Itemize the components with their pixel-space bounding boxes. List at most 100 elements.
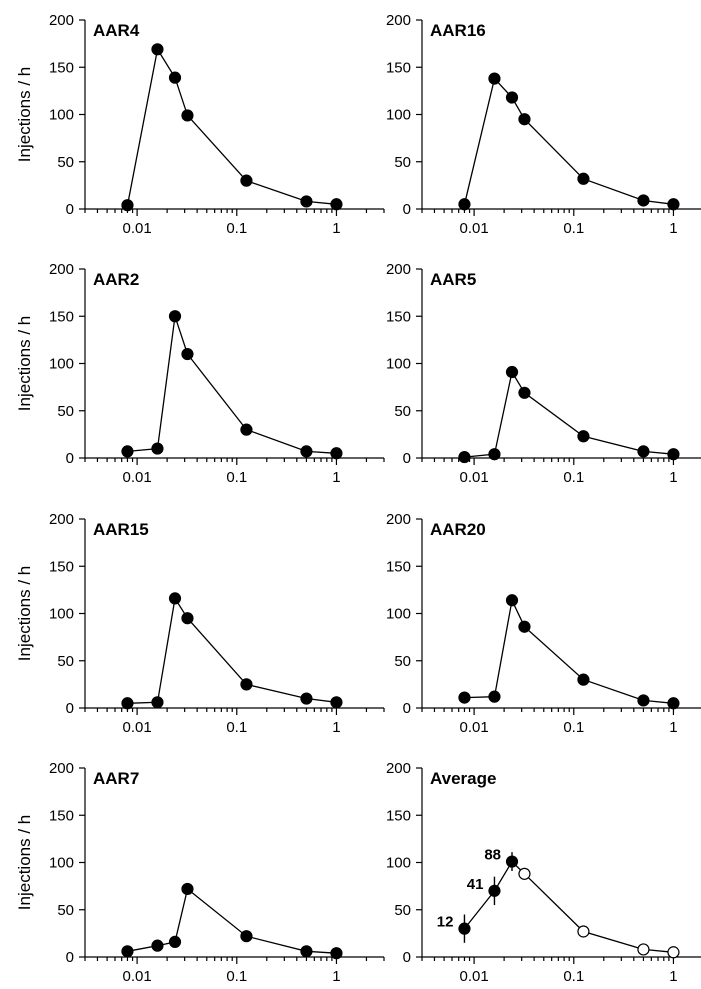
- data-point: [505, 91, 519, 104]
- x-tick-label: 0.01: [123, 968, 152, 985]
- data-point: [168, 71, 182, 84]
- series-line: [126, 47, 337, 206]
- y-axis-title: Injections / h: [15, 566, 34, 661]
- data-point-open: [577, 925, 590, 938]
- x-tick-label: 1: [332, 719, 340, 736]
- chart-panel-3: 0 50 100 150 200 0.01 0.1 1 AAR2 Injections / h: [15, 261, 385, 486]
- y-tick-label: 200: [386, 760, 411, 777]
- data-point: [181, 882, 194, 896]
- x-tick-label: 1: [669, 469, 677, 486]
- data-point: [667, 697, 680, 710]
- data-point: [667, 448, 680, 461]
- data-point: [240, 174, 253, 187]
- y-tick-label: 150: [49, 807, 74, 824]
- x-tick-label: 0.1: [226, 968, 247, 985]
- y-tick-label: 100: [386, 356, 411, 373]
- panel-title: AAR2: [93, 270, 139, 289]
- y-tick-label: 100: [49, 107, 74, 124]
- data-point: [151, 939, 164, 952]
- x-tick-label: 0.1: [563, 719, 584, 736]
- series-line: [127, 596, 337, 704]
- x-tick-label: 0.01: [123, 220, 152, 237]
- y-tick-label: 0: [66, 201, 74, 218]
- y-tick-label: 50: [394, 403, 411, 420]
- x-tick-label: 0.1: [226, 469, 247, 486]
- series-line: [127, 316, 337, 454]
- data-point: [505, 855, 519, 868]
- data-point: [330, 696, 343, 709]
- y-tick-label: 150: [49, 308, 74, 325]
- data-point: [300, 945, 313, 958]
- y-tick-label: 100: [49, 356, 74, 373]
- y-tick-label: 150: [49, 558, 74, 575]
- data-point: [121, 445, 134, 458]
- y-tick-label: 50: [394, 902, 411, 919]
- data-point: [240, 423, 253, 436]
- panel-title: AAR4: [93, 21, 140, 40]
- y-tick-label: 50: [57, 403, 74, 420]
- series-line: [463, 77, 674, 205]
- y-tick-label: 50: [394, 154, 411, 171]
- x-tick-label: 1: [669, 220, 677, 237]
- chart-panel-2: 0 50 100 150 200 0.01 0.1 1 AAR16: [386, 12, 701, 237]
- series-line: [464, 598, 674, 704]
- y-tick-label: 50: [394, 653, 411, 670]
- x-tick-label: 0.01: [460, 469, 489, 486]
- data-point: [151, 43, 164, 56]
- y-tick-label: 0: [403, 450, 411, 467]
- x-tick-label: 1: [669, 968, 677, 985]
- y-tick-label: 100: [386, 107, 411, 124]
- data-point: [518, 620, 531, 633]
- data-point: [168, 935, 182, 948]
- data-point: [577, 673, 590, 686]
- y-tick-label: 200: [386, 511, 411, 528]
- x-tick-label: 1: [332, 469, 340, 486]
- chart-panel-1: 0 50 100 150 200 0.01 0.1 1 AAR4 Injections / h: [15, 12, 385, 237]
- panel-title: AAR16: [430, 21, 486, 40]
- data-point: [121, 697, 134, 710]
- data-point: [121, 945, 134, 958]
- data-point: [458, 450, 471, 464]
- data-point: [458, 691, 471, 704]
- x-tick-label: 0.01: [460, 220, 489, 237]
- data-point: [667, 198, 680, 211]
- data-point: [181, 612, 194, 625]
- data-point: [300, 692, 313, 705]
- data-point: [505, 365, 519, 379]
- panel-title: AAR7: [93, 769, 139, 788]
- y-tick-label: 0: [66, 700, 74, 717]
- data-point: [518, 386, 531, 399]
- data-point: [637, 445, 650, 458]
- y-axis-title: Injections / h: [15, 67, 34, 162]
- x-tick-label: 0.1: [563, 469, 584, 486]
- y-tick-label: 150: [386, 558, 411, 575]
- chart-panel-4: 0 50 100 150 200 0.01 0.1 1 AAR5: [386, 261, 701, 486]
- x-tick-label: 0.01: [460, 968, 489, 985]
- data-point: [637, 694, 650, 707]
- data-point: [488, 72, 501, 85]
- data-point: [458, 198, 471, 211]
- data-point: [488, 448, 501, 461]
- data-point: [518, 113, 531, 126]
- data-point-open: [667, 946, 680, 959]
- data-point: [181, 347, 194, 361]
- data-point: [151, 696, 164, 709]
- data-point: [330, 198, 343, 211]
- chart-panel-5: 0 50 100 150 200 0.01 0.1 1 AAR15 Injections / h: [15, 511, 385, 736]
- y-tick-label: 0: [403, 700, 411, 717]
- data-point: [300, 195, 313, 208]
- x-tick-label: 0.01: [123, 719, 152, 736]
- data-point: [330, 447, 343, 460]
- data-point: [240, 930, 253, 943]
- y-tick-label: 100: [386, 855, 411, 872]
- panel-title: AAR15: [93, 520, 149, 539]
- x-tick-label: 0.1: [563, 220, 584, 237]
- data-point: [577, 430, 590, 443]
- x-tick-label: 1: [332, 220, 340, 237]
- annotation-label: 41: [467, 876, 484, 893]
- x-tick-label: 0.1: [226, 719, 247, 736]
- panel-title: Average: [430, 769, 496, 788]
- y-tick-label: 200: [386, 12, 411, 29]
- data-point: [240, 678, 253, 691]
